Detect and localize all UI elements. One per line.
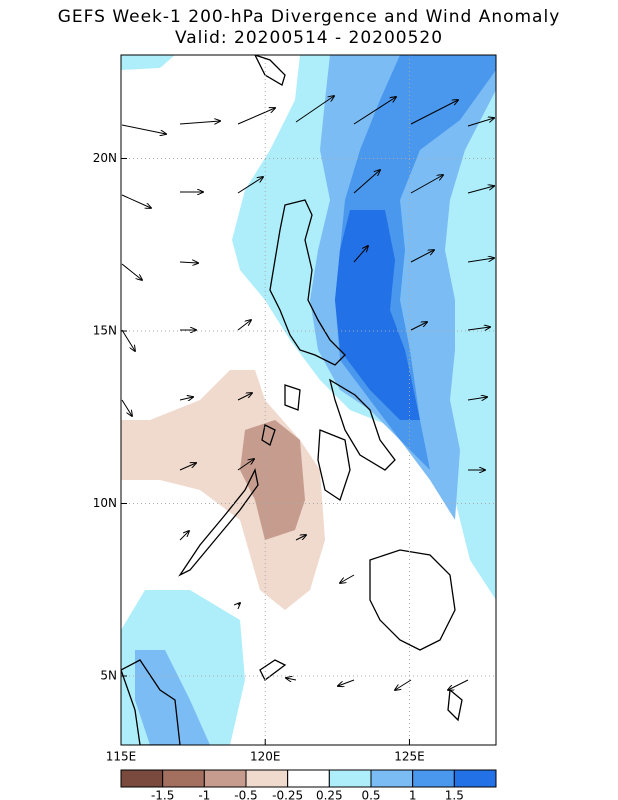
colorbar-label: -0.5 [234, 789, 257, 800]
colorbar-label: 1 [409, 789, 417, 800]
y-tick-label: 5N [100, 669, 117, 683]
wind-arrows [121, 96, 494, 690]
colorbar-label: 0.25 [316, 789, 343, 800]
x-tick-label: 120E [250, 750, 281, 764]
colorbar-label: 0.5 [361, 789, 380, 800]
colorbar: -1.5 -1 -0.5 -0.25 0.25 0.5 1 1.5 [120, 769, 497, 800]
colorbar-box [162, 769, 205, 788]
colorbar-box [245, 769, 289, 788]
colorbar-label: -0.25 [272, 789, 303, 800]
map-frame [120, 54, 497, 746]
y-tick-label: 15N [93, 324, 117, 338]
colorbar-box [328, 769, 372, 788]
title: GEFS Week-1 200-hPa Divergence and Wind … [58, 7, 561, 27]
colorbar-label: -1.5 [151, 789, 174, 800]
colorbar-label: 1.5 [445, 789, 464, 800]
colorbar-box [412, 769, 455, 788]
x-tick-label: 125E [394, 750, 425, 764]
y-tick-label: 20N [93, 151, 117, 165]
colorbar-box [287, 769, 330, 788]
colorbar-box [120, 769, 164, 788]
colorbar-box [453, 769, 497, 788]
colorbar-box [203, 769, 247, 788]
colorbar-label: -1 [198, 789, 210, 800]
x-tick-label: 115E [106, 750, 137, 764]
colorbar-box [370, 769, 414, 788]
subtitle: Valid: 20200514 - 20200520 [175, 28, 443, 48]
y-tick-label: 10N [93, 496, 117, 510]
map-fields [121, 55, 496, 745]
